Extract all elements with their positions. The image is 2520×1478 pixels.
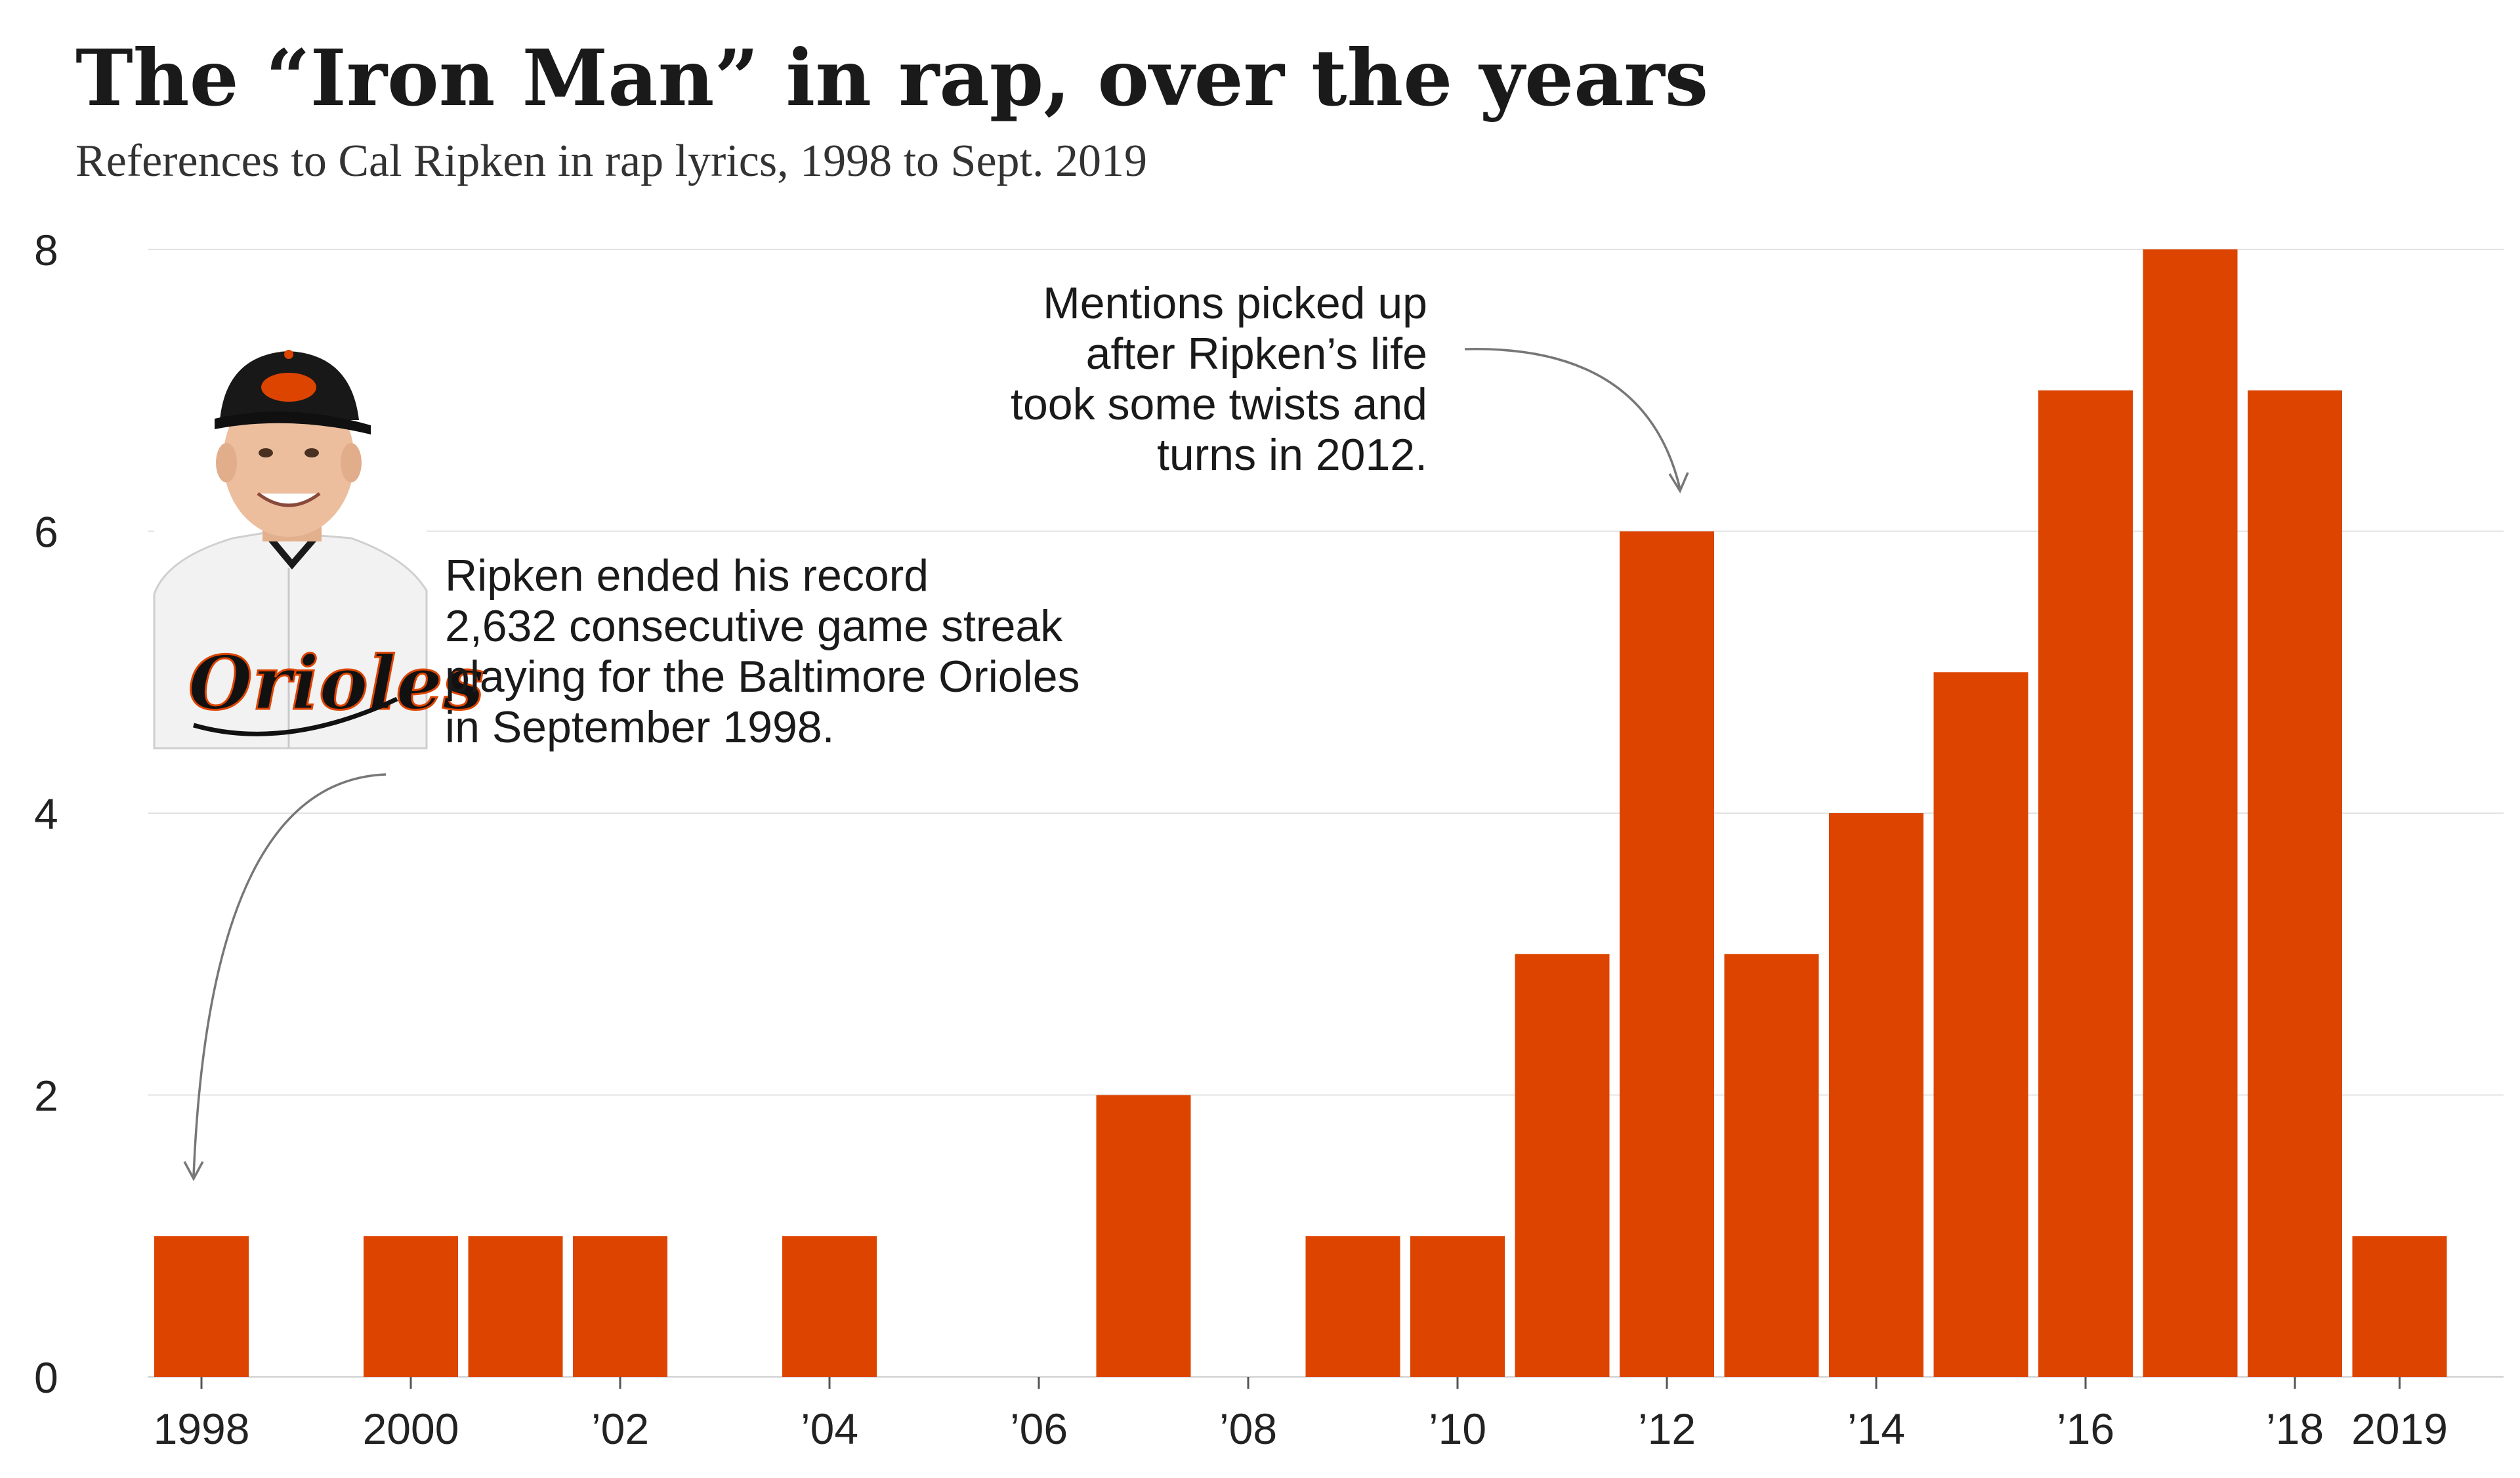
twists-annotation-line: Mentions picked up — [1043, 278, 1427, 328]
x-tick-label: ’14 — [1847, 1404, 1905, 1453]
svg-text:Orioles: Orioles — [188, 641, 484, 727]
twists-arrow — [1464, 348, 1681, 490]
streak-annotation-line: playing for the Baltimore Orioles — [445, 652, 1080, 702]
twists-annotation: Mentions picked up after Ripken’s life t… — [1011, 278, 1689, 494]
x-tick-label: ’18 — [2266, 1404, 2324, 1453]
streak-annotation-line: in September 1998. — [445, 702, 835, 752]
twists-annotation-line: after Ripken’s life — [1086, 329, 1427, 379]
player-photo: Orioles — [153, 341, 485, 750]
bar-2012 — [1620, 531, 1714, 1377]
bar-2013 — [1724, 954, 1819, 1377]
y-tick-label: 2 — [34, 1072, 58, 1120]
x-tick-label: ’04 — [801, 1404, 858, 1453]
bar-2015 — [1933, 672, 2028, 1377]
x-tick-label: ’16 — [2057, 1404, 2114, 1453]
x-tick-label: 1998 — [154, 1404, 250, 1453]
bar-2011 — [1515, 954, 1610, 1377]
streak-annotation-line: Ripken ended his record — [445, 551, 929, 601]
chart-title: The “Iron Man” in rap, over the years — [75, 32, 1708, 123]
twists-annotation-line: turns in 2012. — [1157, 430, 1427, 480]
bar-1998 — [154, 1236, 249, 1377]
bar-2017 — [2143, 249, 2238, 1377]
bar-2019 — [2352, 1236, 2447, 1377]
streak-arrowhead — [183, 1161, 204, 1181]
bar-2002 — [573, 1236, 667, 1377]
bars — [154, 249, 2447, 1377]
x-tick-label: 2019 — [2351, 1404, 2448, 1453]
streak-arrow — [192, 773, 387, 1177]
twists-annotation-line: took some twists and — [1011, 379, 1427, 429]
bar-2018 — [2248, 390, 2342, 1377]
x-tick-label: 2000 — [363, 1404, 459, 1453]
x-tick-label: ’10 — [1429, 1404, 1486, 1453]
y-tick-label: 6 — [34, 508, 58, 557]
bar-2007 — [1096, 1095, 1191, 1377]
x-tick-label: ’12 — [1638, 1404, 1696, 1453]
x-tick-label: ’02 — [591, 1404, 649, 1453]
bar-2010 — [1410, 1236, 1505, 1377]
bar-2001 — [468, 1236, 563, 1377]
bar-2014 — [1829, 813, 1923, 1377]
chart-subtitle: References to Cal Ripken in rap lyrics, … — [75, 136, 1147, 186]
bar-2009 — [1305, 1236, 1400, 1377]
bar-2016 — [2038, 390, 2133, 1377]
y-tick-label: 4 — [34, 790, 58, 838]
streak-annotation: Ripken ended his record 2,632 consecutiv… — [183, 551, 1080, 1181]
x-axis-ticks: 1998 2000 ’02 ’04 ’06 ’08 ’10 ’12 ’14 ’16 ’18 2019 — [154, 1377, 2448, 1453]
y-axis-ticks: 0 2 4 6 8 — [34, 226, 58, 1402]
x-tick-label: ’08 — [1219, 1404, 1277, 1453]
y-tick-label: 8 — [34, 226, 58, 274]
bar-2004 — [782, 1236, 877, 1377]
streak-annotation-line: 2,632 consecutive game streak — [445, 601, 1063, 651]
twists-arrowhead — [1668, 472, 1689, 494]
x-tick-label: ’06 — [1010, 1404, 1068, 1453]
y-tick-label: 0 — [34, 1353, 58, 1402]
bar-2000 — [364, 1236, 458, 1377]
